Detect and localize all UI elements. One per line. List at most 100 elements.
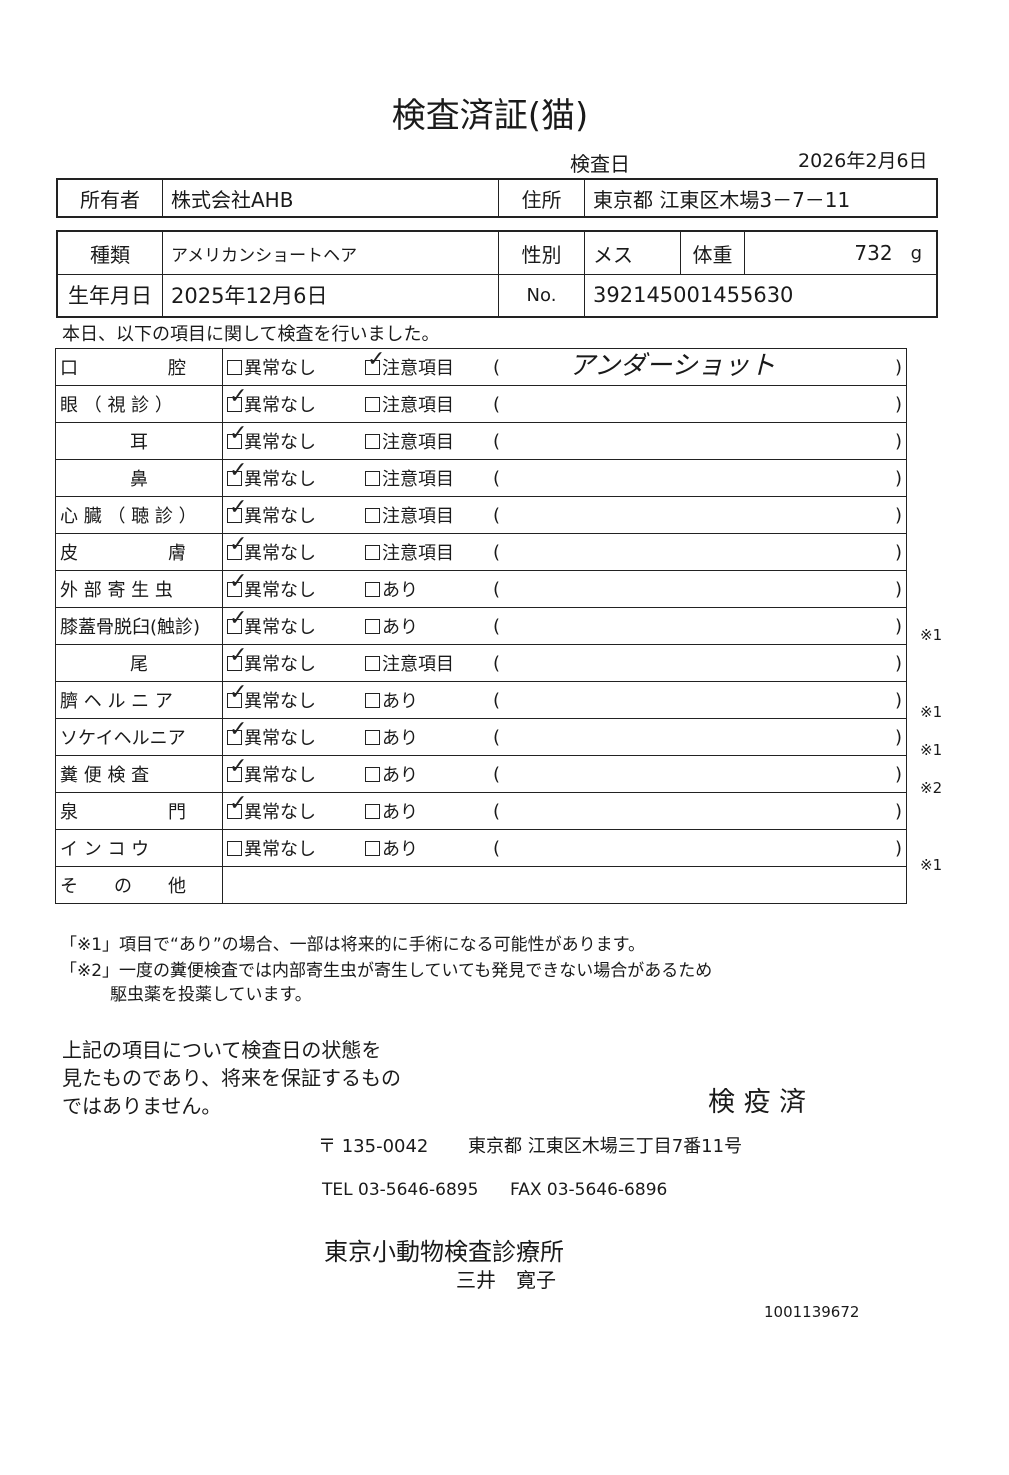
clinic-address: 東京都 江東区木場三丁目7番11号 bbox=[468, 1136, 743, 1157]
weight-label: 体重 bbox=[680, 232, 744, 274]
exam-table: 口 腔 異常なし 注意項目 (アンダーショット)眼 （ 視 診 ） 異常なし 注… bbox=[55, 347, 907, 904]
normal-label: 異常なし bbox=[244, 358, 316, 379]
exam-item-label: イ ン コ ウ bbox=[55, 829, 223, 867]
clinic-name: 東京小動物検査診療所 bbox=[324, 1238, 564, 1266]
exam-item-label: 臍 ヘ ル ニ ア bbox=[55, 681, 223, 719]
exam-item-label: 口 腔 bbox=[55, 348, 223, 386]
normal-checkbox[interactable] bbox=[227, 532, 247, 560]
paren-close: ) bbox=[894, 467, 902, 489]
normal-checkbox[interactable] bbox=[227, 680, 247, 708]
attention-checkbox[interactable] bbox=[365, 656, 380, 671]
dob-value: 2025年12月6日 bbox=[162, 274, 498, 316]
animal-box: 種類 アメリカンショートヘア 性別 メス 体重 732 g 生年月日 2025年… bbox=[56, 230, 938, 318]
normal-checkbox[interactable] bbox=[227, 495, 247, 523]
paren-close: ) bbox=[894, 615, 902, 637]
weight-value: 732 bbox=[854, 241, 893, 265]
present-checkbox[interactable] bbox=[365, 841, 380, 856]
paren-close: ) bbox=[894, 541, 902, 563]
no-label: No. bbox=[498, 274, 584, 316]
paren-close: ) bbox=[894, 578, 902, 600]
handwritten-note: アンダーショット bbox=[569, 351, 776, 381]
footnote-2: 「※2」一度の糞便検査では内部寄生虫が寄生していても発見できない場合があるため bbox=[60, 961, 713, 981]
attention-label: 注意項目 bbox=[382, 506, 454, 527]
paren-close: ) bbox=[894, 837, 902, 859]
normal-label: 異常なし bbox=[244, 802, 316, 823]
paren-open: ( bbox=[493, 726, 501, 748]
owner-label: 所有者 bbox=[80, 187, 140, 212]
paren-open: ( bbox=[493, 800, 501, 822]
attention-label: 注意項目 bbox=[382, 469, 454, 490]
normal-label: 異常なし bbox=[244, 469, 316, 490]
address-label: 住所 bbox=[498, 180, 584, 216]
normal-checkbox[interactable] bbox=[227, 643, 247, 671]
paren-close: ) bbox=[894, 763, 902, 785]
present-checkbox[interactable] bbox=[365, 767, 380, 782]
normal-checkbox[interactable] bbox=[227, 384, 247, 412]
present-label: あり bbox=[382, 839, 418, 860]
exam-row: イ ン コ ウ 異常なし あり () bbox=[55, 829, 907, 867]
owner-box: 所有者 株式会社AHB 住所 東京都 江東区木場3－7－11 bbox=[56, 178, 938, 218]
paren-close: ) bbox=[894, 356, 902, 378]
paren-open: ( bbox=[493, 356, 501, 378]
attention-checkbox[interactable] bbox=[365, 434, 380, 449]
normal-checkbox[interactable] bbox=[227, 421, 247, 449]
exam-item-label: 糞 便 検 査 bbox=[55, 755, 223, 793]
sex-value: メス bbox=[584, 232, 680, 274]
exam-item-label: 尾 bbox=[55, 644, 223, 682]
normal-checkbox[interactable] bbox=[227, 606, 247, 634]
present-label: あり bbox=[382, 728, 418, 749]
paren-open: ( bbox=[493, 763, 501, 785]
fax: FAX 03-5646-6896 bbox=[510, 1180, 668, 1200]
normal-label: 異常なし bbox=[244, 617, 316, 638]
paren-open: ( bbox=[493, 504, 501, 526]
present-checkbox[interactable] bbox=[365, 804, 380, 819]
exam-row: 膝蓋骨脱臼(触診) 異常なし あり () bbox=[55, 606, 907, 645]
paren-close: ) bbox=[894, 504, 902, 526]
present-checkbox[interactable] bbox=[365, 730, 380, 745]
attention-label: 注意項目 bbox=[382, 543, 454, 564]
paren-close: ) bbox=[894, 652, 902, 674]
normal-label: 異常なし bbox=[244, 506, 316, 527]
present-label: あり bbox=[382, 580, 418, 601]
disclaimer-line: 上記の項目について検査日の状態を bbox=[62, 1038, 382, 1062]
attention-checkbox[interactable] bbox=[365, 545, 380, 560]
present-checkbox[interactable] bbox=[365, 619, 380, 634]
normal-checkbox[interactable] bbox=[227, 754, 247, 782]
normal-checkbox[interactable] bbox=[227, 717, 247, 745]
normal-checkbox[interactable] bbox=[227, 458, 247, 486]
normal-label: 異常なし bbox=[244, 839, 316, 860]
attention-checkbox[interactable] bbox=[365, 471, 380, 486]
paren-close: ) bbox=[894, 689, 902, 711]
paren-open: ( bbox=[493, 652, 501, 674]
normal-checkbox[interactable] bbox=[227, 791, 247, 819]
attention-checkbox[interactable] bbox=[365, 347, 385, 375]
address-value: 東京都 江東区木場3－7－11 bbox=[584, 180, 936, 216]
exam-item-label: 心 臓 （ 聴 診 ） bbox=[55, 496, 223, 534]
exam-item-label: 皮 膚 bbox=[55, 533, 223, 571]
paren-open: ( bbox=[493, 578, 501, 600]
normal-checkbox[interactable] bbox=[227, 841, 242, 856]
attention-label: 注意項目 bbox=[382, 432, 454, 453]
attention-label: 注意項目 bbox=[382, 358, 454, 379]
exam-row: 外 部 寄 生 虫 異常なし あり () bbox=[55, 569, 907, 608]
exam-row: 眼 （ 視 診 ） 異常なし 注意項目 () bbox=[55, 384, 907, 423]
normal-checkbox[interactable] bbox=[227, 360, 242, 375]
attention-checkbox[interactable] bbox=[365, 508, 380, 523]
exam-row: 皮 膚 異常なし 注意項目 () bbox=[55, 532, 907, 571]
present-checkbox[interactable] bbox=[365, 582, 380, 597]
attention-checkbox[interactable] bbox=[365, 397, 380, 412]
footnote-mark: ※1 bbox=[920, 741, 943, 759]
present-label: あり bbox=[382, 691, 418, 712]
other-field[interactable] bbox=[222, 866, 907, 904]
exam-row: 耳 異常なし 注意項目 () bbox=[55, 421, 907, 460]
tel: TEL 03-5646-6895 bbox=[322, 1180, 479, 1200]
present-checkbox[interactable] bbox=[365, 693, 380, 708]
paren-close: ) bbox=[894, 726, 902, 748]
present-label: あり bbox=[382, 765, 418, 786]
normal-checkbox[interactable] bbox=[227, 569, 247, 597]
exam-item-label: 眼 （ 視 診 ） bbox=[55, 385, 223, 423]
paren-close: ) bbox=[894, 393, 902, 415]
normal-label: 異常なし bbox=[244, 432, 316, 453]
paren-open: ( bbox=[493, 467, 501, 489]
